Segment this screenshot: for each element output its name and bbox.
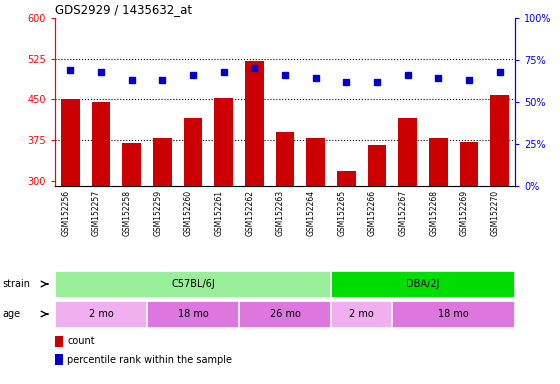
Bar xyxy=(368,146,386,186)
Text: 18 mo: 18 mo xyxy=(438,309,469,319)
Text: GSM152256: GSM152256 xyxy=(62,190,71,236)
Text: GSM152268: GSM152268 xyxy=(430,190,438,236)
Bar xyxy=(55,271,330,298)
Bar xyxy=(337,171,356,186)
Text: 18 mo: 18 mo xyxy=(178,309,208,319)
Bar xyxy=(245,61,264,186)
Text: GSM152262: GSM152262 xyxy=(245,190,254,236)
Text: 2 mo: 2 mo xyxy=(88,309,113,319)
Bar xyxy=(92,102,110,186)
Text: GSM152265: GSM152265 xyxy=(337,190,346,236)
Text: count: count xyxy=(67,336,95,346)
Bar xyxy=(331,301,391,328)
Bar xyxy=(429,138,447,186)
Bar xyxy=(276,132,294,186)
Bar xyxy=(123,142,141,186)
Bar xyxy=(147,301,238,328)
Text: GSM152257: GSM152257 xyxy=(92,190,101,236)
Text: 26 mo: 26 mo xyxy=(269,309,300,319)
Text: percentile rank within the sample: percentile rank within the sample xyxy=(67,354,232,364)
Bar xyxy=(393,301,514,328)
Bar xyxy=(61,99,80,186)
Text: GSM152270: GSM152270 xyxy=(491,190,500,236)
Text: GSM152261: GSM152261 xyxy=(214,190,223,236)
Text: GSM152264: GSM152264 xyxy=(307,190,316,236)
Text: strain: strain xyxy=(2,279,30,289)
Text: DBA/2J: DBA/2J xyxy=(407,279,440,289)
Text: GSM152263: GSM152263 xyxy=(276,190,285,236)
Bar xyxy=(153,138,171,186)
Bar xyxy=(331,271,514,298)
Text: GSM152266: GSM152266 xyxy=(368,190,377,236)
Text: GSM152260: GSM152260 xyxy=(184,190,193,236)
Text: age: age xyxy=(2,309,20,319)
Bar xyxy=(239,301,330,328)
Bar xyxy=(214,98,233,186)
Text: C57BL/6J: C57BL/6J xyxy=(171,279,215,289)
Bar xyxy=(399,118,417,186)
Text: GDS2929 / 1435632_at: GDS2929 / 1435632_at xyxy=(55,3,192,16)
Bar xyxy=(55,354,63,365)
Bar xyxy=(55,336,63,347)
Bar xyxy=(491,95,509,186)
Bar xyxy=(460,142,478,186)
Bar xyxy=(306,138,325,186)
Bar xyxy=(184,118,202,186)
Bar xyxy=(55,301,146,328)
Text: 2 mo: 2 mo xyxy=(349,309,374,319)
Text: GSM152259: GSM152259 xyxy=(153,190,162,236)
Text: GSM152267: GSM152267 xyxy=(399,190,408,236)
Text: GSM152258: GSM152258 xyxy=(123,190,132,236)
Text: GSM152269: GSM152269 xyxy=(460,190,469,236)
